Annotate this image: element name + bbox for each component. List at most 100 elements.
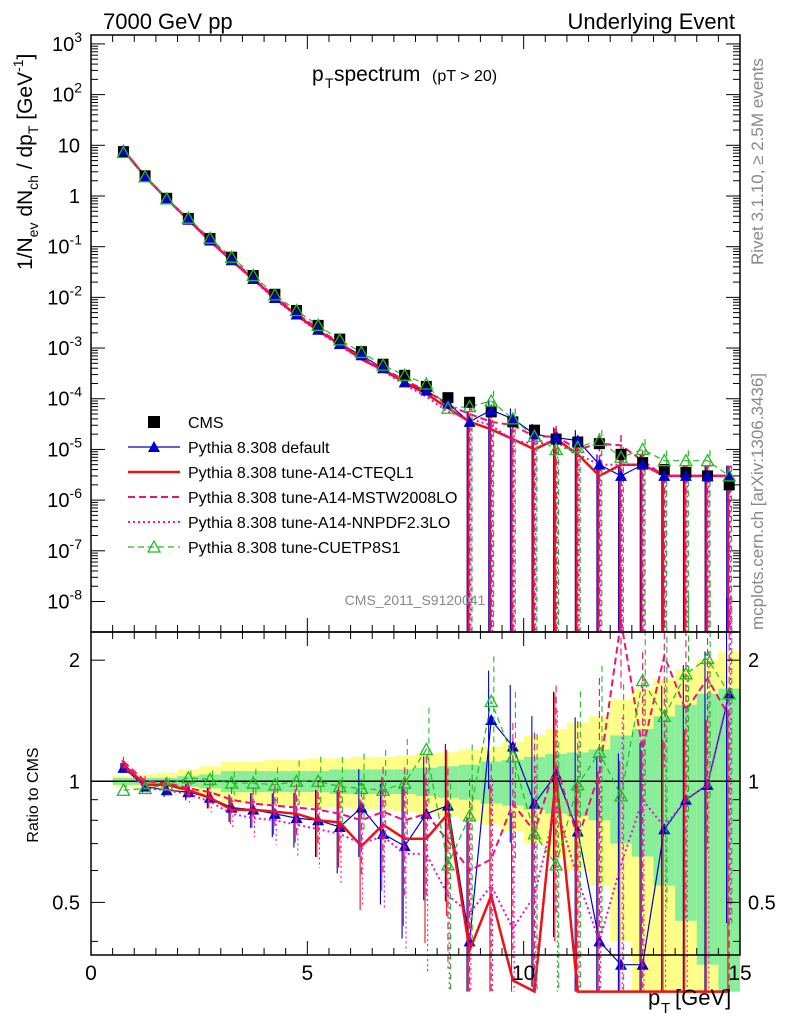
ratio-point-cuetp8s1 [181, 770, 196, 784]
upper-point-cms [464, 396, 476, 408]
lower-xtick-label: 15 [728, 962, 751, 985]
ratio-point-cuetp8s1 [224, 775, 239, 789]
lower-ytick-label-right: 2 [748, 650, 759, 672]
ratio-point-cuetp8s1 [592, 745, 607, 759]
upper-ylabel-part1: 1/N [14, 237, 37, 270]
ratio-point-cuetp8s1 [549, 857, 564, 871]
upper-point-cuetp8s1 [635, 442, 650, 456]
upper-point-cuetp8s1 [440, 400, 456, 414]
xlabel-unit: [GeV] [675, 985, 731, 1010]
ratio-point-cuetp8s1 [246, 775, 261, 789]
upper-point-default [420, 384, 433, 396]
ratio-point-cuetp8s1 [354, 781, 369, 795]
upper-point-cuetp8s1 [570, 439, 585, 453]
ratio-point-cuetp8s1 [700, 651, 715, 665]
upper-point-cuetp8s1 [657, 453, 672, 467]
legend-marker-cuetp8s1 [146, 539, 162, 553]
upper-point-default [506, 412, 519, 424]
upper-ylabel-part5: ] [14, 54, 37, 60]
upper-point-default [333, 338, 346, 350]
upper-panel: 10-8 10-7 10-6 10-5 10-4 10-3 10-2 10-1 1 10 102 10… [47, 29, 741, 633]
band-inner [588, 749, 611, 821]
upper-point-default [182, 213, 195, 225]
band-inner [675, 704, 697, 921]
upper-point-cuetp8s1 [700, 453, 715, 467]
band-inner [631, 728, 654, 857]
upper-ylabel-part2: dN [14, 190, 37, 223]
upper-point-cuetp8s1 [549, 442, 564, 456]
header-right: Underlying Event [567, 9, 735, 34]
ratio-point-cuetp8s1 [332, 779, 347, 793]
lower-xtick-label: 5 [301, 962, 313, 985]
upper-ylabel-sub1: ev [25, 223, 41, 238]
band-inner [653, 716, 676, 886]
upper-point-cuetp8s1 [289, 303, 304, 317]
upper-ytick-label: 10 [58, 135, 80, 157]
lower-panel: 0.5 0.5 1 1 2 2 0 5 10 15 [52, 571, 776, 994]
upper-point-cms [399, 369, 411, 381]
ratio-point-cuetp8s1 [419, 742, 434, 756]
legend-label-default: Pythia 8.308 default [188, 440, 330, 457]
ratio-point-cuetp8s1 [375, 782, 391, 796]
legend-marker-cms [148, 416, 160, 428]
upper-point-cuetp8s1 [592, 433, 607, 447]
upper-point-cuetp8s1 [116, 145, 131, 159]
upper-point-cuetp8s1 [527, 429, 542, 443]
rivet-label: Rivet 3.1.10, ≥ 2.5M events [748, 58, 767, 265]
xlabel-sub: T [661, 1000, 670, 1017]
upper-ytick-label: 10-1 [47, 232, 82, 259]
panel-title-cut: (pT > 20) [432, 68, 497, 85]
upper-ylabel-sup: -1 [10, 59, 26, 72]
ratio-point-cuetp8s1 [289, 773, 304, 787]
upper-point-cuetp8s1 [224, 249, 239, 263]
upper-ytick-label: 103 [52, 29, 82, 56]
upper-series-layer [116, 144, 737, 632]
ratio-point-cuetp8s1 [116, 782, 131, 796]
upper-point-cuetp8s1 [722, 468, 737, 482]
upper-ylabel: 1/Nev dNch / dpT [GeV-1] [10, 54, 41, 270]
upper-point-default [679, 469, 692, 481]
xlabel: p T [GeV] [648, 985, 731, 1017]
upper-point-default [290, 308, 303, 320]
upper-point-default [636, 458, 649, 470]
upper-point-cuetp8s1 [484, 393, 499, 407]
ratio-point-cuetp8s1 [397, 775, 412, 789]
upper-point-cuetp8s1 [202, 230, 218, 244]
upper-point-cuetp8s1 [613, 449, 629, 463]
header-left: 7000 GeV pp [103, 9, 233, 34]
xlabel-p: p [648, 985, 660, 1010]
ratio-point-cuetp8s1 [657, 709, 672, 723]
ratio-point-cuetp8s1 [527, 826, 542, 840]
upper-ytick-label: 10-2 [47, 282, 82, 309]
upper-point-cuetp8s1 [267, 287, 282, 301]
upper-axis-ticks: 10-8 10-7 10-6 10-5 10-4 10-3 10-2 10-1 1 10 102 10… [47, 29, 741, 632]
ratio-point-cuetp8s1 [570, 777, 585, 791]
legend-label-cteql1: Pythia 8.308 tune-A14-CTEQL1 [188, 465, 414, 482]
legend-label-mstw: Pythia 8.308 tune-A14-MSTW2008LO [188, 490, 457, 507]
upper-point-cuetp8s1 [505, 411, 520, 425]
analysis-watermark: CMS_2011_S9120041 [345, 592, 486, 608]
lower-series-layer [116, 571, 737, 994]
upper-point-default [485, 403, 498, 415]
upper-ytick-label: 10-4 [47, 384, 82, 411]
upper-point-cuetp8s1 [397, 367, 412, 381]
upper-ytick-label: 10-5 [47, 434, 82, 461]
legend: CMS Pythia 8.308 default Pythia 8.308 tune… [128, 415, 457, 557]
upper-ylabel-part3: / dp [14, 134, 37, 175]
upper-point-cuetp8s1 [375, 357, 391, 371]
upper-ylabel-sub3: T [25, 125, 41, 134]
upper-point-default [550, 431, 563, 443]
panel-title-rest: spectrum [334, 63, 420, 86]
lower-ylabel: Ratio to CMS [25, 747, 42, 842]
upper-ytick-label: 10-8 [47, 586, 82, 613]
upper-ylabel-part4: [GeV [14, 72, 37, 126]
upper-point-default [160, 193, 173, 205]
upper-point-default [658, 469, 671, 481]
mcplots-label: mcplots.cern.ch [arXiv:1306.3436] [748, 373, 767, 630]
upper-point-cms [593, 438, 605, 450]
legend-marker-default [148, 441, 160, 452]
ratio-point-cuetp8s1 [678, 666, 694, 680]
ratio-point-cuetp8s1 [462, 808, 477, 822]
ratio-point-cuetp8s1 [484, 694, 499, 708]
